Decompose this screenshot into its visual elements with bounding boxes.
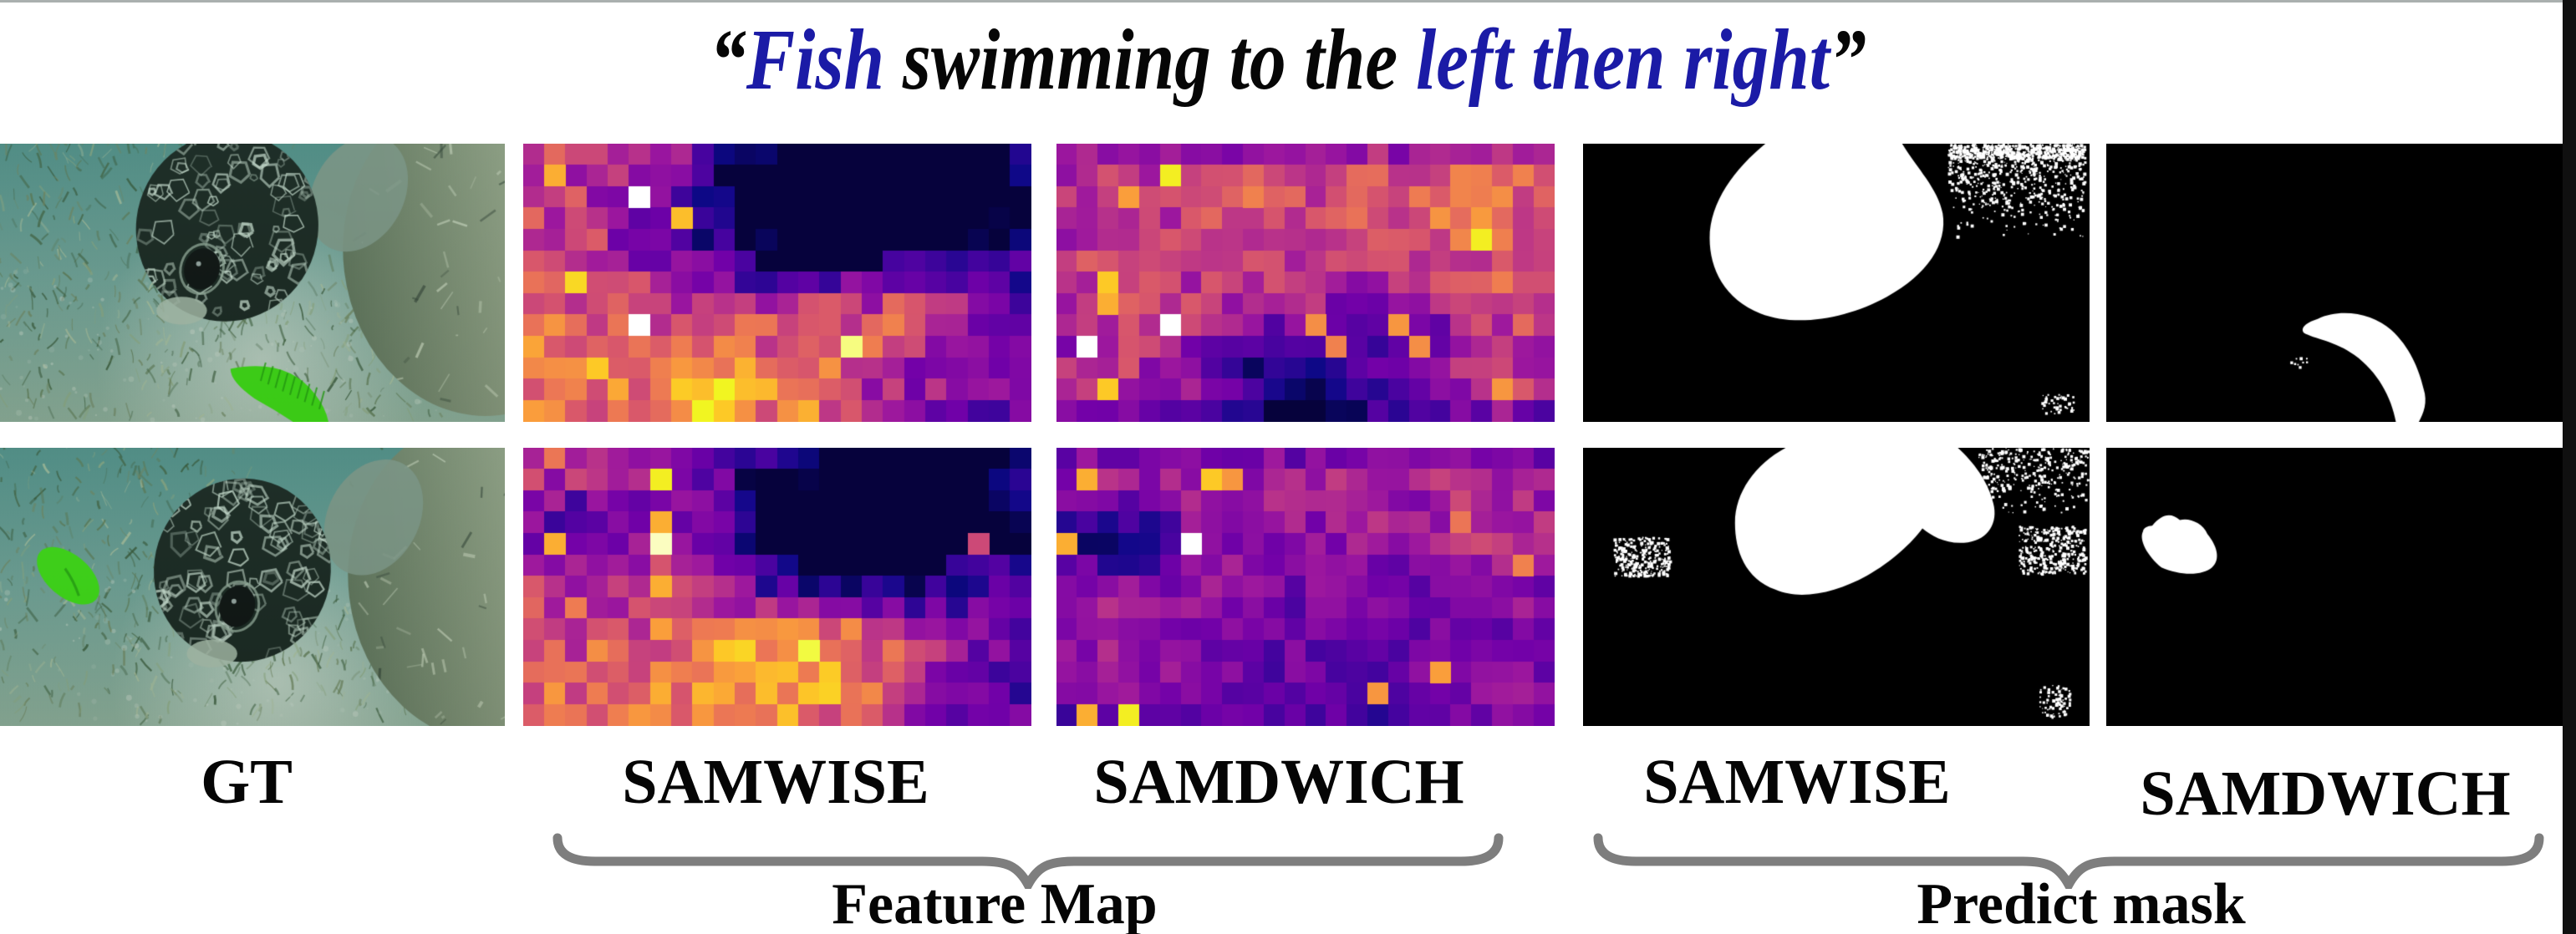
samwise-mask-row2 xyxy=(1583,448,2090,726)
caption-feature-map: Feature Map xyxy=(832,872,1158,934)
label-gt: GT xyxy=(201,747,293,817)
gt-photo-row2 xyxy=(0,448,505,726)
samwise-mask-row1 xyxy=(1583,144,2090,422)
samwise-featuremap-row1 xyxy=(523,144,1031,422)
title-direction: left then right xyxy=(1415,12,1830,108)
label-samdwich-feat: SAMDWICH xyxy=(1093,747,1464,817)
title-open-quote: “ xyxy=(710,12,746,108)
samdwich-featuremap-row1 xyxy=(1056,144,1555,422)
figure-right-border xyxy=(2563,0,2576,934)
predict-mask-brace xyxy=(1593,833,2544,889)
caption-predict-mask: Predict mask xyxy=(1917,872,2246,934)
top-border xyxy=(0,0,2576,3)
samdwich-mask-row1 xyxy=(2106,144,2566,422)
label-samdwich-mask: SAMDWICH xyxy=(2140,759,2511,829)
title-middle: swimming to the xyxy=(884,12,1416,108)
samdwich-mask-row2 xyxy=(2106,448,2566,726)
feature-map-brace xyxy=(552,833,1504,889)
label-samwise-mask: SAMWISE xyxy=(1643,747,1951,817)
title-subject: Fish xyxy=(746,12,885,108)
gt-photo-row1 xyxy=(0,144,505,422)
figure-title: “Fish swimming to the left then right” xyxy=(206,2,2370,119)
samdwich-featuremap-row2 xyxy=(1056,448,1555,726)
samwise-featuremap-row2 xyxy=(523,448,1031,726)
label-samwise-feat: SAMWISE xyxy=(622,747,929,817)
title-close-quote: ” xyxy=(1830,12,1866,108)
